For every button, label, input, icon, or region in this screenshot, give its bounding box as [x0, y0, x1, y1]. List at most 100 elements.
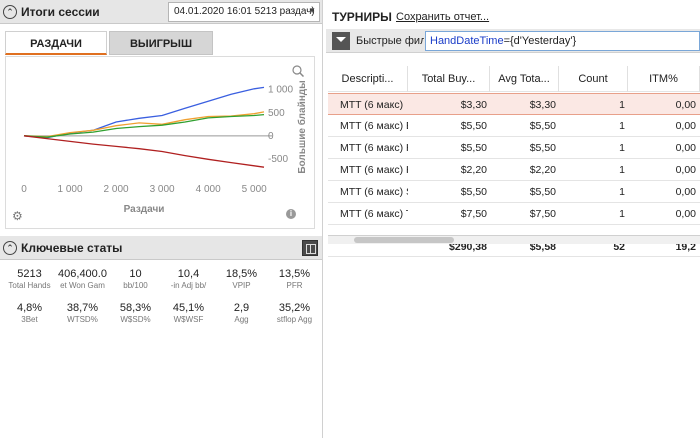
table-row[interactable]: MTT (6 макс) $3,30 $3,30 1 0,00 — [328, 93, 700, 115]
keystat-item: 5213 Total Hands — [3, 268, 56, 290]
collapse-chevron-icon[interactable]: ⌃ — [3, 241, 17, 255]
series-line-0 — [23, 86, 265, 139]
table-cell-count: 1 — [619, 120, 625, 132]
keystat-label: W$WSF — [173, 315, 204, 324]
y-tick-label: 500 — [268, 108, 285, 119]
keystats-header: ⌃ Ключевые статы — [0, 236, 322, 260]
session-selector[interactable]: 04.01.2020 16:01 5213 раздач) ▼ — [168, 2, 320, 22]
y-tick-label: -500 — [268, 154, 288, 165]
table-row[interactable]: MTT (6 макс) Bo $5,50 $5,50 1 0,00 — [328, 115, 700, 137]
table-cell-avg: $3,30 — [529, 99, 556, 111]
x-tick-label: 0 — [21, 184, 27, 195]
x-tick-label: 5 000 — [242, 184, 267, 195]
keystat-value: 10 — [129, 268, 142, 280]
keystat-label: PFR — [286, 281, 303, 290]
column-header[interactable]: ITM% — [628, 66, 700, 92]
session-selector-value: 04.01.2020 16:01 5213 раздач) — [174, 6, 315, 17]
table-row[interactable]: MTT (6 макс) Hy $5,50 $5,50 1 0,00 — [328, 137, 700, 159]
table-row[interactable]: MTT (6 макс) Hy $2,20 $2,20 1 0,00 — [328, 159, 700, 181]
table-cell-count: 1 — [619, 208, 625, 220]
keystat-value: 18,5% — [225, 268, 258, 280]
tab-winnings[interactable]: ВЫИГРЫШ — [109, 31, 213, 55]
keystat-value: 5213 — [17, 268, 42, 280]
horizontal-scrollbar[interactable] — [328, 236, 700, 244]
table-cell-count: 1 — [619, 164, 625, 176]
keystat-label: W$SD% — [120, 315, 151, 324]
collapse-chevron-icon[interactable]: ⌃ — [3, 5, 17, 19]
keystat-label: bb/100 — [123, 281, 148, 290]
total-cell-total: $290,38 — [449, 241, 487, 253]
filter-icon[interactable] — [332, 32, 350, 50]
table-cell-total: $5,50 — [460, 186, 487, 198]
table-header: Descripti... Total Buy... Avg Tota... Count… — [328, 66, 700, 92]
session-tabs: РАЗДАЧИ ВЫИГРЫШ — [5, 31, 315, 55]
keystat-label: WTSD% — [67, 315, 98, 324]
keystat-value: 10,4 — [177, 268, 200, 280]
table-row[interactable]: MTT (6 макс) Tu $7,50 $7,50 1 0,00 — [328, 203, 700, 225]
session-header: ⌃ Итоги сессии 04.01.2020 16:01 5213 раз… — [0, 0, 322, 24]
table-cell-desc: MTT (6 макс) Hy — [340, 142, 408, 154]
table-cell-itm: 0,00 — [675, 164, 696, 176]
table-cell-avg: $5,50 — [529, 120, 556, 132]
totals-row: $290,38 $5,58 52 19,2 — [328, 235, 700, 257]
tournaments-header: ТУРНИРЫ Сохранить отчет... — [326, 0, 700, 28]
table-row[interactable]: MTT (6 макс) Su $5,50 $5,50 1 0,00 — [328, 181, 700, 203]
x-tick-label: 4 000 — [196, 184, 221, 195]
series-line-1 — [23, 111, 265, 138]
filter-expression: ={d'Yesterday'} — [503, 35, 577, 47]
layout-toggle-icon[interactable] — [302, 240, 318, 256]
table-cell-itm: 0,00 — [675, 208, 696, 220]
keystat-item: 10 bb/100 — [109, 268, 162, 290]
save-report-link[interactable]: Сохранить отчет... — [396, 11, 490, 23]
table-cell-avg: $7,50 — [529, 208, 556, 220]
table-cell-desc: MTT (6 макс) — [340, 99, 404, 111]
keystat-value: 406,400.0 — [58, 268, 107, 280]
column-header[interactable]: Total Buy... — [408, 66, 490, 92]
total-cell-count: 52 — [613, 241, 625, 253]
y-axis-label: Большие блайнды — [296, 80, 308, 173]
zoom-icon[interactable] — [292, 65, 304, 77]
series-line-3 — [23, 135, 265, 168]
keystat-label: Total Hands — [8, 281, 51, 290]
keystat-label: Agg — [234, 315, 249, 324]
keystat-value: 13,5% — [278, 268, 311, 280]
keystat-label: -in Adj bb/ — [170, 281, 207, 290]
table-cell-total: $3,30 — [460, 99, 487, 111]
column-header[interactable]: Avg Tota... — [490, 66, 559, 92]
info-icon[interactable]: i — [286, 209, 296, 219]
y-tick-label: 1 000 — [268, 85, 293, 96]
column-header[interactable]: Descripti... — [328, 66, 408, 92]
x-tick-label: 1 000 — [58, 184, 83, 195]
table-cell-total: $7,50 — [460, 208, 487, 220]
panel-splitter[interactable] — [322, 0, 326, 438]
scrollbar-thumb[interactable] — [354, 237, 454, 243]
keystat-label: VPIP — [232, 281, 251, 290]
keystat-label: 3Bet — [21, 315, 38, 324]
keystat-item: 13,5% PFR — [268, 268, 321, 290]
tab-hands[interactable]: РАЗДАЧИ — [5, 31, 107, 55]
quick-filter-input[interactable]: HandDateTime={d'Yesterday'} — [425, 31, 700, 51]
table-cell-desc: MTT (6 макс) Tu — [340, 208, 408, 220]
x-tick-label: 3 000 — [150, 184, 175, 195]
quick-filter-bar: Быстрые фильтры HandDateTime={d'Yesterda… — [326, 29, 700, 53]
winnings-chart: 0 1 000 2 000 3 000 4 000 5 000 1 000 500 0 -500 Р… — [5, 56, 315, 229]
keystat-item: 406,400.0 et Won Gam — [56, 268, 109, 290]
keystat-value: 38,7% — [66, 302, 99, 314]
table-cell-total: $5,50 — [460, 142, 487, 154]
keystat-label: et Won Gam — [60, 281, 105, 290]
column-header[interactable]: Count — [559, 66, 628, 92]
keystat-item: 10,4 -in Adj bb/ — [162, 268, 215, 290]
keystat-item: 58,3% W$SD% — [109, 302, 162, 324]
keystat-value: 4,8% — [16, 302, 43, 314]
tournaments-title: ТУРНИРЫ — [332, 10, 392, 24]
table-cell-itm: 0,00 — [675, 99, 696, 111]
gear-icon[interactable]: ⚙ — [12, 209, 23, 223]
x-tick-label: 2 000 — [104, 184, 129, 195]
quick-filter-label: Быстрые фильтры — [356, 35, 424, 47]
table-cell-avg: $2,20 — [529, 164, 556, 176]
session-title: Итоги сессии — [21, 5, 100, 19]
x-axis-label: Раздачи — [124, 204, 165, 215]
table-cell-avg: $5,50 — [529, 186, 556, 198]
keystat-item: 18,5% VPIP — [215, 268, 268, 290]
table-cell-count: 1 — [619, 99, 625, 111]
